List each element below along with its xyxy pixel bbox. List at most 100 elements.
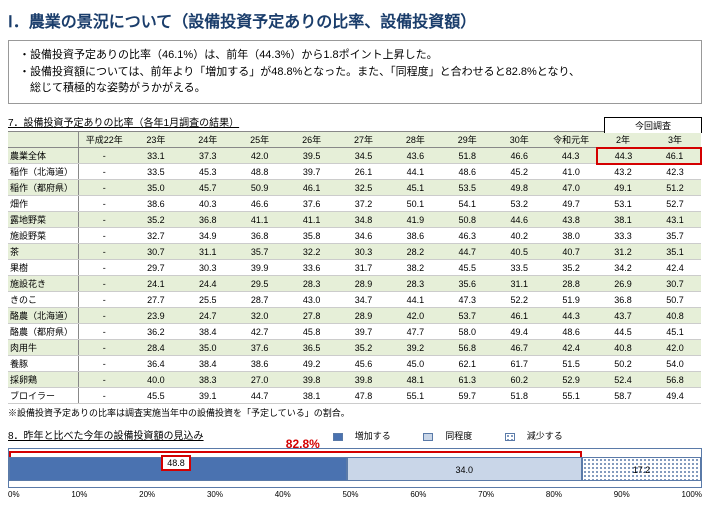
t7-cell: 50.8 (441, 212, 493, 228)
t7-cell: 34.8 (338, 212, 390, 228)
t7-cell: 36.2 (130, 324, 182, 340)
t7-cell: - (78, 292, 130, 308)
t7-cell: 44.3 (597, 148, 649, 164)
t7-cell: 32.5 (338, 180, 390, 196)
t7-cell: 39.2 (389, 340, 441, 356)
t7-cell: 39.9 (234, 260, 286, 276)
t7-cell: - (78, 276, 130, 292)
t7-cell: 35.2 (130, 212, 182, 228)
t7-col-8: 29年 (441, 131, 493, 148)
t7-cell: 56.8 (441, 340, 493, 356)
t7-cell: - (78, 372, 130, 388)
t7-cell: 48.1 (389, 372, 441, 388)
t7-cell: - (78, 148, 130, 164)
t7-cell: 38.6 (234, 356, 286, 372)
t7-col-5: 26年 (286, 131, 338, 148)
t7-cell: - (78, 244, 130, 260)
t7-cell: 42.4 (649, 260, 701, 276)
t7-cell: 46.6 (234, 196, 286, 212)
t7-col-6: 27年 (338, 131, 390, 148)
t7-cell: 35.7 (649, 228, 701, 244)
t7-cell: 35.0 (130, 180, 182, 196)
t7-cell: 37.3 (182, 148, 234, 164)
t7-cell: 27.8 (286, 308, 338, 324)
t7-cell: 41.9 (389, 212, 441, 228)
t7-cell: 39.5 (286, 148, 338, 164)
t7-cell: 40.8 (597, 340, 649, 356)
t7-cell: 43.7 (597, 308, 649, 324)
t7-cell: 33.1 (130, 148, 182, 164)
t7-row-label: 露地野菜 (8, 212, 78, 228)
t7-cell: 35.8 (286, 228, 338, 244)
t7-row-label: 肉用牛 (8, 340, 78, 356)
t7-row-label: 畑作 (8, 196, 78, 212)
t7-cell: 46.1 (649, 148, 701, 164)
t7-cell: 35.2 (545, 260, 597, 276)
t7-cell: 47.3 (441, 292, 493, 308)
scale-tick: 100% (682, 490, 702, 499)
t7-cell: 47.8 (338, 388, 390, 404)
t7-cell: 49.4 (493, 324, 545, 340)
chart8-heading: 8．昨年と比べた今年の設備投資額の見込み (8, 427, 204, 442)
t7-cell: - (78, 324, 130, 340)
t7-cell: 52.4 (597, 372, 649, 388)
t7-cell: 53.5 (441, 180, 493, 196)
t7-cell: 38.1 (286, 388, 338, 404)
t7-cell: 44.3 (545, 148, 597, 164)
t7-cell: 31.1 (493, 276, 545, 292)
t7-col-9: 30年 (493, 131, 545, 148)
scale-tick: 40% (275, 490, 291, 499)
table7-footnote: ※設備投資予定ありの比率は調査実施当年中の設備投資を「予定している」の割合。 (8, 406, 702, 419)
t7-cell: 38.6 (130, 196, 182, 212)
t7-cell: 42.0 (649, 340, 701, 356)
t7-row-label: 養豚 (8, 356, 78, 372)
t7-cell: 39.7 (286, 164, 338, 180)
t7-cell: 30.3 (182, 260, 234, 276)
t7-col-1: 平成22年 (78, 131, 130, 148)
t7-cell: 39.8 (338, 372, 390, 388)
t7-cell: 44.1 (389, 292, 441, 308)
t7-row-label: 稲作（都府県） (8, 180, 78, 196)
t7-cell: 24.4 (182, 276, 234, 292)
chart8-legend: 増加する 同程度 減少する (204, 429, 702, 442)
summary-line-1: ・設備投資予定ありの比率（46.1%）は、前年（44.3%）から1.8ポイント上… (19, 47, 691, 64)
t7-cell: 49.7 (545, 196, 597, 212)
t7-cell: 43.8 (545, 212, 597, 228)
t7-cell: 36.4 (130, 356, 182, 372)
t7-cell: 24.1 (130, 276, 182, 292)
t7-cell: 36.5 (286, 340, 338, 356)
t7-cell: 32.0 (234, 308, 286, 324)
t7-cell: 42.7 (234, 324, 286, 340)
t7-cell: 50.9 (234, 180, 286, 196)
t7-cell: 38.0 (545, 228, 597, 244)
chart8-82-8-label: 82.8% (286, 437, 320, 451)
t7-cell: 33.3 (597, 228, 649, 244)
t7-cell: 45.5 (441, 260, 493, 276)
t7-cell: 37.6 (234, 340, 286, 356)
t7-cell: 28.9 (338, 308, 390, 324)
t7-cell: 51.8 (493, 388, 545, 404)
scale-tick: 50% (343, 490, 359, 499)
t7-cell: 40.5 (493, 244, 545, 260)
summary-box: ・設備投資予定ありの比率（46.1%）は、前年（44.3%）から1.8ポイント上… (8, 40, 702, 104)
chart8-area: 8．昨年と比べた今年の設備投資額の見込み 増加する 同程度 減少する 82.8%… (8, 427, 702, 499)
t7-cell: 35.6 (441, 276, 493, 292)
t7-cell: - (78, 180, 130, 196)
t7-col-7: 28年 (389, 131, 441, 148)
t7-cell: 58.0 (441, 324, 493, 340)
t7-cell: - (78, 196, 130, 212)
t7-cell: 28.9 (338, 276, 390, 292)
t7-cell: 43.1 (649, 212, 701, 228)
t7-cell: 26.1 (338, 164, 390, 180)
t7-cell: 45.2 (493, 164, 545, 180)
t7-cell: 40.7 (545, 244, 597, 260)
t7-cell: 28.3 (286, 276, 338, 292)
t7-cell: 38.3 (182, 372, 234, 388)
t7-row-label: 果樹 (8, 260, 78, 276)
t7-col-4: 25年 (234, 131, 286, 148)
t7-cell: 61.7 (493, 356, 545, 372)
t7-cell: 24.7 (182, 308, 234, 324)
t7-col-12: 3年 (649, 131, 701, 148)
t7-cell: 40.8 (649, 308, 701, 324)
t7-cell: 34.2 (597, 260, 649, 276)
